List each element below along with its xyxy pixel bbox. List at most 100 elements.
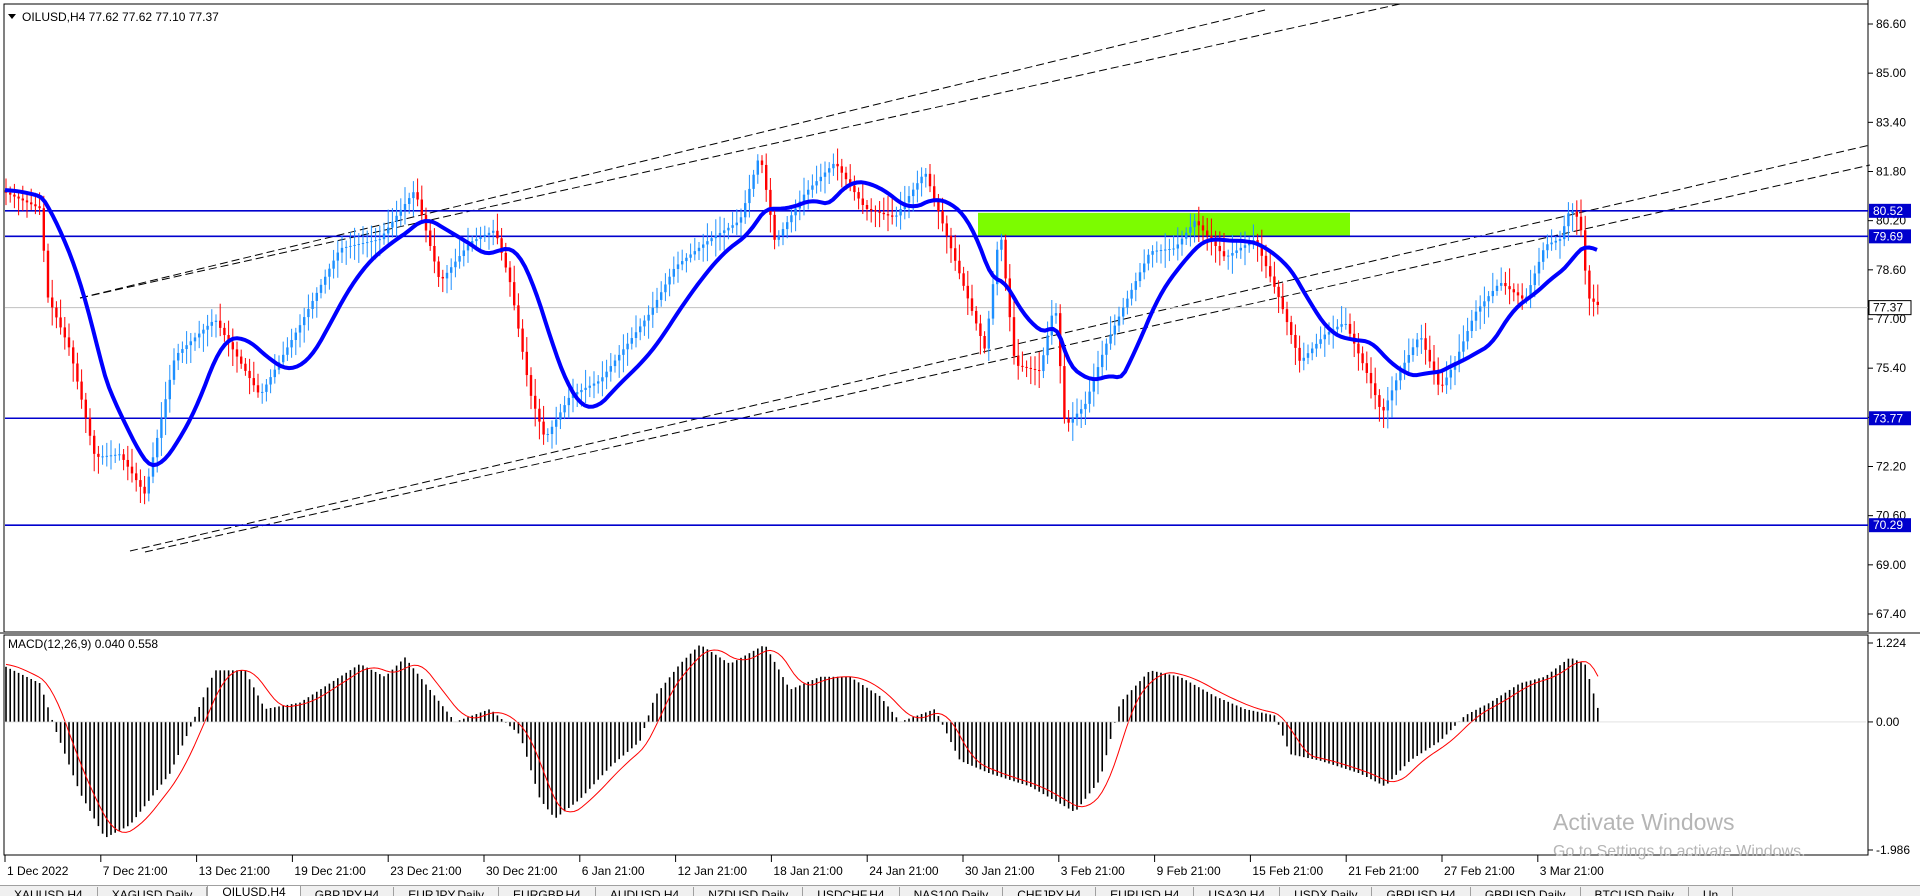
candle-bull	[210, 321, 213, 326]
chart-tab[interactable]: XAGUSD,Daily	[97, 887, 208, 896]
time-tick-label: 6 Jan 21:00	[582, 864, 645, 878]
time-tick-label: 24 Jan 21:00	[869, 864, 939, 878]
chart-tab[interactable]: USA30,H4	[1194, 887, 1281, 896]
chart-tab[interactable]: NAS100,Daily	[899, 887, 1004, 896]
candle-bull	[571, 394, 575, 398]
candle-bear	[1222, 251, 1226, 257]
chart-tab[interactable]: AUDUSD,H4	[595, 887, 695, 896]
candle-bear	[1218, 245, 1221, 252]
dropdown-triangle-icon[interactable]	[8, 14, 16, 19]
candle-bull	[101, 456, 104, 458]
chart-tab[interactable]: GBPUSD,Daily	[1470, 887, 1581, 896]
candle-bull	[1248, 242, 1251, 246]
candle-bear	[1369, 372, 1373, 384]
candle-bull	[160, 418, 163, 438]
candle-bull	[340, 247, 344, 253]
chart-tab[interactable]: EURUSD,H4	[1096, 887, 1195, 896]
chart-tab[interactable]: EURGBP,H4	[499, 887, 596, 896]
chart-tab[interactable]: GBPJPY,H4	[300, 887, 395, 896]
chart-tab[interactable]: EURJPY,Daily	[394, 887, 500, 896]
candle-bull	[345, 246, 348, 248]
candle-bear	[517, 305, 520, 329]
candle-bear	[252, 378, 255, 386]
chart-tab[interactable]: Un	[1688, 887, 1734, 896]
price-panel[interactable]	[3, 3, 1869, 633]
chart-tab[interactable]: BTCUSD,Daily	[1580, 887, 1689, 896]
candle-bull	[1185, 232, 1188, 239]
activate-windows-title: Activate Windows	[1553, 809, 1735, 835]
candle-bull	[328, 268, 331, 277]
candle-bull	[907, 196, 911, 203]
candle-bear	[244, 363, 247, 371]
channel-trendline[interactable]	[129, 144, 1871, 552]
candle-bull	[1445, 377, 1448, 386]
candle-bear	[42, 208, 45, 251]
moving-average-line[interactable]	[4, 180, 1598, 468]
chart-tab[interactable]: OILUSD,H4	[207, 886, 301, 896]
candle-bull	[198, 333, 201, 338]
chart-tab[interactable]: USDX,Daily	[1280, 887, 1373, 896]
candle-bear	[1592, 298, 1595, 302]
channel-trendline[interactable]	[79, 3, 1401, 299]
candle-bull	[1189, 227, 1192, 233]
candle-bull	[319, 284, 323, 293]
candle-bull	[924, 173, 927, 177]
candle-bear	[945, 223, 948, 236]
candle-bear	[966, 285, 969, 299]
candle-bull	[298, 325, 302, 333]
candle-bear	[21, 198, 24, 201]
candle-bull	[172, 360, 176, 380]
candle-bull	[546, 434, 549, 436]
candle-bull	[987, 318, 990, 349]
chart-tab[interactable]: XAUUSD,H4	[0, 887, 98, 896]
candle-bull	[706, 241, 709, 245]
candle-bear	[1206, 230, 1209, 236]
chart-tab[interactable]: GBPUSD,H4	[1372, 887, 1471, 896]
candle-bull	[1336, 326, 1339, 330]
candle-bear	[836, 163, 839, 167]
candle-bull	[1474, 311, 1478, 321]
chart-tab[interactable]: USDCHF,H4	[803, 887, 900, 896]
candle-bull	[626, 343, 629, 350]
candle-bear	[891, 215, 894, 217]
level-price-label: 73.77	[1873, 411, 1903, 425]
channel-trendline[interactable]	[144, 164, 1871, 553]
candle-bear	[970, 298, 974, 311]
candle-bear	[521, 328, 524, 352]
time-tick-label: 30 Dec 21:00	[486, 864, 558, 878]
candle-bull	[916, 183, 919, 190]
candle-bull	[269, 377, 272, 385]
candle-bear	[1512, 289, 1515, 293]
candle-bull	[206, 325, 209, 330]
candle-bull	[1449, 369, 1452, 378]
candle-bull	[307, 309, 310, 318]
candle-bear	[126, 459, 129, 467]
candle-bear	[1437, 373, 1440, 385]
price-tick-label: 83.40	[1876, 115, 1906, 129]
candle-bull	[1533, 273, 1536, 286]
supply-zone[interactable]	[978, 212, 1350, 237]
candle-bear	[1374, 383, 1377, 396]
candle-bear	[67, 337, 71, 348]
macd-panel[interactable]	[3, 634, 1869, 856]
candle-bull	[370, 241, 373, 243]
chart-tab-bar: XAUUSD,H4 XAGUSD,Daily OILUSD,H4 GBPJPY,H4 E…	[0, 885, 1920, 896]
candle-bear	[928, 173, 932, 187]
candle-bull	[1327, 331, 1331, 335]
candle-bear	[1596, 301, 1599, 306]
chart-tab[interactable]: CHFJPY,H4	[1003, 887, 1097, 896]
candle-bull	[282, 354, 285, 363]
time-tick-label: 7 Dec 21:00	[103, 864, 168, 878]
candle-bull	[408, 198, 411, 204]
candle-bear	[1029, 367, 1032, 369]
candle-bull	[601, 377, 604, 382]
candle-bull	[1479, 306, 1482, 312]
current-price-label: 77.37	[1873, 301, 1903, 315]
candle-bull	[655, 299, 659, 308]
candle-bear	[1201, 225, 1205, 231]
chart-tab[interactable]: NZDUSD,Daily	[694, 887, 804, 896]
candle-bear	[441, 276, 444, 279]
candle-bull	[1487, 296, 1490, 302]
macd-tick-label: 0.00	[1876, 715, 1900, 729]
